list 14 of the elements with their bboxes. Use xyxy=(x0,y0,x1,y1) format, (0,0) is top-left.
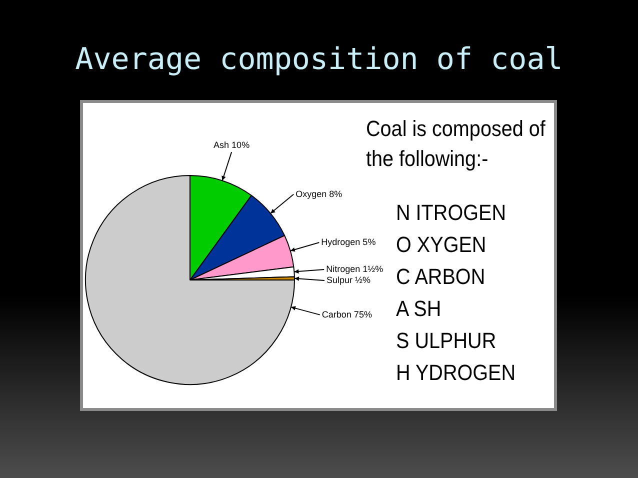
text: C ARBON xyxy=(396,263,486,291)
text: Coal is composed of the following:- xyxy=(366,115,546,173)
text: N ITROGEN xyxy=(396,199,506,227)
chart-title: Average composition of coal xyxy=(74,41,564,79)
text: H YDROGEN xyxy=(396,359,516,387)
slice-label: Hydrogen 5% xyxy=(321,236,376,247)
text: O XYGEN xyxy=(396,231,486,259)
text: S ULPHUR xyxy=(396,327,496,355)
text: A SH xyxy=(396,295,442,323)
slice-label: Ash 10% xyxy=(214,140,250,150)
slice-label: Oxygen 8% xyxy=(296,188,342,199)
slice-label: Sulpur ½% xyxy=(326,274,371,285)
slice-label: Carbon 75% xyxy=(322,309,372,320)
slice-label: Nitrogen 1½% xyxy=(326,264,384,274)
